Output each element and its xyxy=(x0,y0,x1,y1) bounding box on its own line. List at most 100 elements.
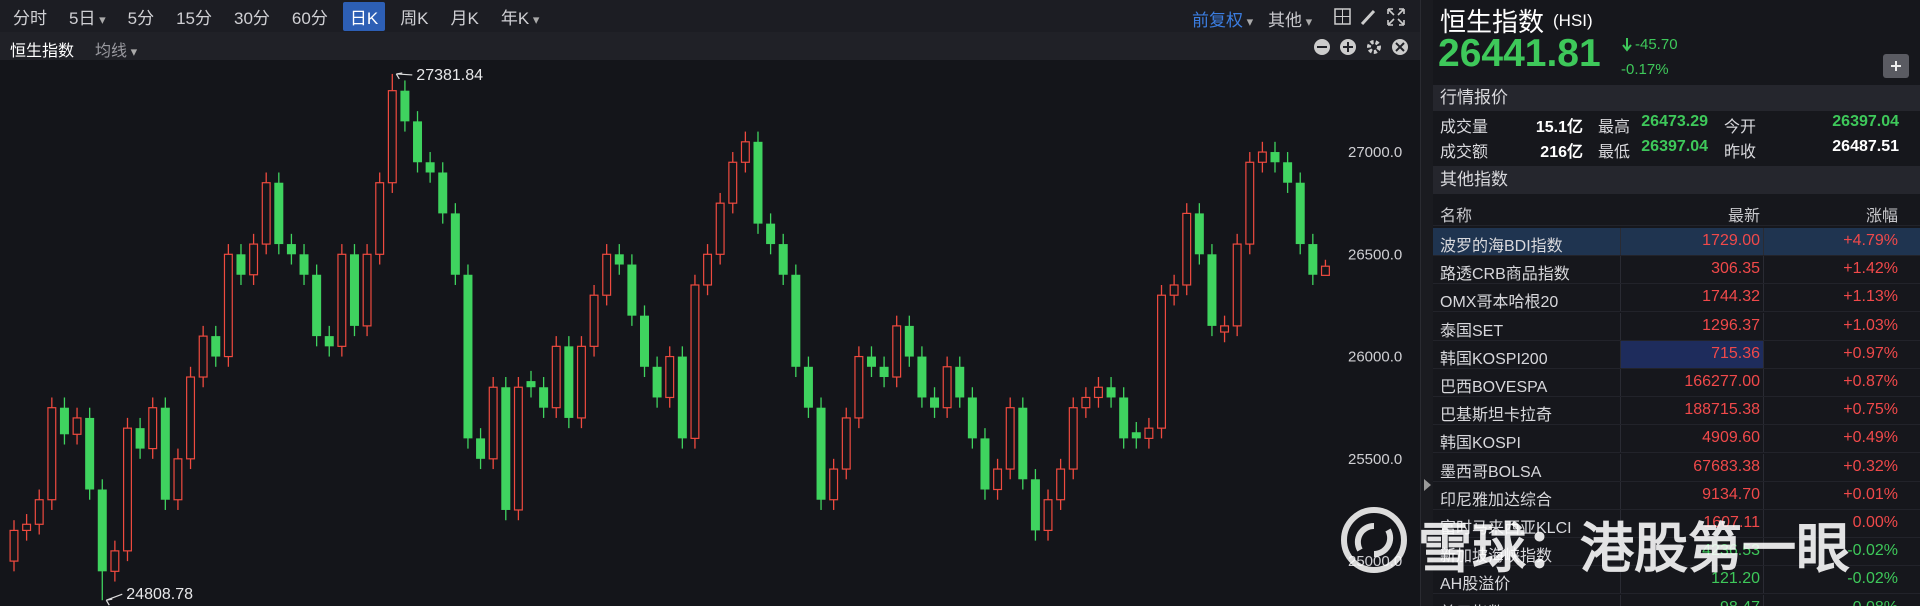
period-tab[interactable]: 分时 xyxy=(13,8,47,28)
candle-body xyxy=(97,489,107,572)
annotation-label: 24808.78 xyxy=(126,586,193,603)
adjust-select[interactable]: 前复权 xyxy=(1192,6,1253,31)
period-tab[interactable]: 5日 xyxy=(62,2,113,31)
period-tab[interactable]: 周K xyxy=(400,8,429,28)
index-row: 巴西BOVESPA 166277.00 +0.87% xyxy=(1433,369,1920,397)
index-last: 98.47 xyxy=(1720,599,1760,606)
column-separator xyxy=(1620,256,1621,284)
indicator-name: 恒生指数 xyxy=(10,43,75,60)
others-header: 其他指数 xyxy=(1433,166,1920,194)
index-change: +1.03% xyxy=(1843,316,1898,334)
candle-body xyxy=(1295,182,1305,245)
period-tab[interactable]: 5分 xyxy=(127,8,155,28)
candle-body xyxy=(1030,479,1040,531)
candle-body xyxy=(879,366,889,378)
candle-body xyxy=(551,345,561,409)
candle-body xyxy=(349,254,359,326)
candle-body xyxy=(387,90,397,184)
index-row: AH股溢价 121.20 -0.02% xyxy=(1433,566,1920,595)
candle-body xyxy=(1257,151,1267,163)
period-tab[interactable]: 60分 xyxy=(291,8,328,28)
candle-body xyxy=(816,407,826,500)
market-header: 行情报价 xyxy=(1433,85,1920,111)
more-select[interactable]: 其他 xyxy=(1268,6,1312,31)
candle-body xyxy=(652,366,662,398)
market-label: 成交额 xyxy=(1440,144,1489,161)
candle-body xyxy=(1207,254,1217,326)
column-name: 名称 xyxy=(1440,208,1473,225)
candle-body xyxy=(728,161,738,204)
period-tab[interactable]: 年K xyxy=(494,2,546,31)
candle-body xyxy=(967,397,977,439)
candle-body xyxy=(1232,243,1242,327)
candle-body xyxy=(1245,161,1255,245)
candle-body xyxy=(576,345,586,419)
candle-body xyxy=(22,523,32,532)
column-separator xyxy=(1763,284,1764,312)
candle-body xyxy=(186,376,196,460)
column-separator xyxy=(1763,397,1764,425)
candle-body xyxy=(261,182,271,245)
column-separator xyxy=(1620,594,1621,606)
panel-icons[interactable] xyxy=(1312,37,1412,57)
candle-body xyxy=(829,468,839,501)
column-separator xyxy=(1763,510,1764,537)
candle-body xyxy=(488,386,498,460)
watermark-text: 雪球：港股第一眼 xyxy=(1418,519,1850,579)
candlestick-chart: 25000.025500.026000.026500.027000.027381… xyxy=(9,67,1402,606)
index-name: 波罗的海BDI指数 xyxy=(1440,238,1563,255)
quote-name: 恒生指数 xyxy=(1440,7,1545,37)
column-separator xyxy=(1763,566,1764,594)
tool-icons[interactable] xyxy=(1334,7,1414,27)
candle-body xyxy=(59,407,69,435)
candle-body xyxy=(904,325,914,357)
candle-body xyxy=(1106,387,1116,398)
candle-body xyxy=(85,417,95,490)
candle-body xyxy=(640,315,649,367)
candle-body xyxy=(1270,152,1280,163)
index-name: 巴基斯坦卡拉奇 xyxy=(1440,407,1553,425)
column-separator xyxy=(1763,228,1764,255)
candle-body xyxy=(980,438,990,490)
candle-body xyxy=(223,253,233,358)
period-tab[interactable]: 15分 xyxy=(176,8,212,28)
index-row: 韩国KOSPI200 715.36 +0.97% xyxy=(1433,340,1920,369)
candle-body xyxy=(791,274,801,367)
ma-select[interactable]: 均线 xyxy=(95,37,137,61)
index-change: +0.01% xyxy=(1843,485,1898,503)
candle-body xyxy=(1056,468,1066,501)
period-tab[interactable]: 月K xyxy=(450,8,479,28)
market-label: 最低 xyxy=(1598,144,1631,161)
annotation-arrow xyxy=(105,593,123,606)
column-separator xyxy=(1620,284,1621,312)
collapse-arrow[interactable] xyxy=(1423,478,1432,492)
add-button[interactable] xyxy=(1883,54,1909,78)
candle-body xyxy=(539,387,549,408)
column-separator xyxy=(1763,369,1764,396)
period-tab[interactable]: 日K xyxy=(342,1,386,31)
watermark-logo xyxy=(1341,507,1407,573)
candle-body xyxy=(160,407,170,500)
down-arrow xyxy=(1622,38,1632,52)
candle-body xyxy=(1283,162,1293,183)
candle-body xyxy=(438,172,448,214)
candle-body xyxy=(866,356,876,367)
y-tick-label: 25500.0 xyxy=(1348,451,1402,468)
candle-body xyxy=(1119,397,1129,439)
index-last: 4236.53 xyxy=(1702,542,1760,560)
candle-body xyxy=(400,90,410,122)
index-name: 韩国KOSPI xyxy=(1440,435,1521,453)
quote-code: (HSI) xyxy=(1553,11,1593,30)
index-name: 富时马来西亚KLCI xyxy=(1440,520,1572,537)
candle-body xyxy=(211,336,221,357)
candle-body xyxy=(627,264,637,316)
candle-body xyxy=(803,366,813,408)
column-separator xyxy=(1620,369,1621,396)
column-separator xyxy=(1620,453,1621,481)
index-change: -0.08% xyxy=(1847,599,1898,606)
candle-body xyxy=(324,336,334,347)
candle-body xyxy=(917,356,927,398)
period-tab[interactable]: 30分 xyxy=(234,8,270,28)
market-value: 15.1亿 xyxy=(1535,119,1583,136)
candle-body xyxy=(450,213,460,275)
